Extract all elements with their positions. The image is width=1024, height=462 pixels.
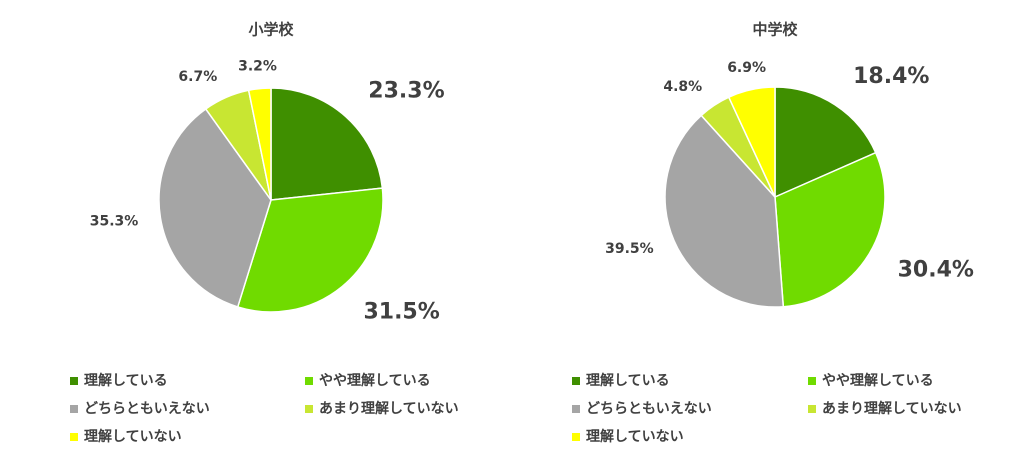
data-label: 4.8% <box>663 79 702 95</box>
pie-slice <box>727 86 776 198</box>
data-label: 6.7% <box>178 69 217 85</box>
data-label: 23.3% <box>368 79 444 104</box>
legend-label: 理解している <box>586 372 670 389</box>
pie-slice <box>774 86 877 199</box>
pie-slice <box>774 151 886 308</box>
pie-slice <box>664 114 785 308</box>
legend-swatch <box>808 377 816 385</box>
pie-slice <box>270 87 384 201</box>
legend-label: やや理解している <box>822 372 934 389</box>
legend-label: どちらともいえない <box>84 401 210 417</box>
data-label: 30.4% <box>898 258 974 283</box>
data-label: 6.9% <box>727 60 766 76</box>
legend-label: 理解していない <box>586 428 684 445</box>
legend-swatch <box>808 405 816 413</box>
data-label: 35.3% <box>90 213 139 229</box>
chart-title: 小学校 <box>248 21 294 39</box>
pie-slice <box>158 107 272 308</box>
legend-swatch <box>305 405 313 413</box>
pie-slice <box>236 187 384 313</box>
legend-swatch <box>572 405 580 413</box>
legend-swatch <box>305 377 313 385</box>
data-label: 18.4% <box>853 64 929 89</box>
legend-label: やや理解している <box>319 372 431 389</box>
legend-swatch <box>70 433 78 441</box>
chart-title: 中学校 <box>752 21 798 39</box>
legend-label: 理解している <box>84 372 168 389</box>
legend-swatch <box>572 377 580 385</box>
pie-slice <box>247 87 272 201</box>
legend-label: どちらともいえない <box>586 401 712 417</box>
data-label: 31.5% <box>363 299 439 324</box>
legend-swatch <box>572 433 580 441</box>
legend-label: あまり理解していない <box>822 400 962 417</box>
data-label: 3.2% <box>238 58 277 74</box>
legend-label: あまり理解していない <box>319 400 459 417</box>
legend-swatch <box>70 377 78 385</box>
data-label: 39.5% <box>605 241 654 257</box>
legend-swatch <box>70 405 78 413</box>
legend-label: 理解していない <box>84 428 182 445</box>
